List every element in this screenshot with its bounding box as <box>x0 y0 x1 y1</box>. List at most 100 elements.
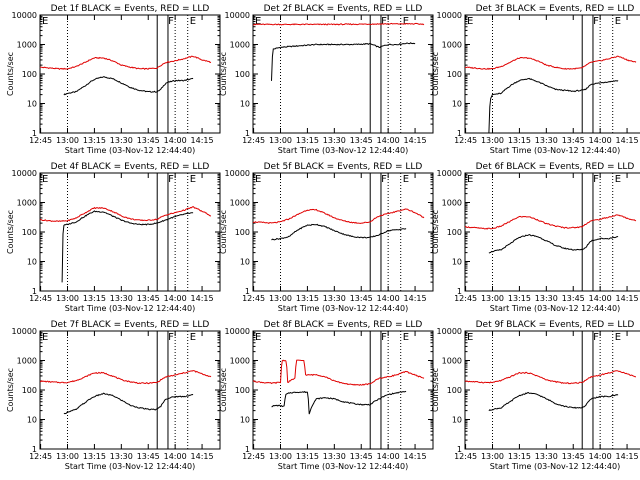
plot-frame <box>39 330 221 450</box>
chart-panel-3: Det 3f BLACK = Events, RED = LLD 1 10 100 10… <box>431 4 640 155</box>
x-tick-label: 13:15 <box>296 136 319 145</box>
y-tick-label: 10 <box>240 258 250 267</box>
event-marker-label: F <box>381 174 387 185</box>
x-tick-label: 13:30 <box>535 294 558 303</box>
y-tick-label: 10000 <box>225 169 250 178</box>
x-tick-label: 14:00 <box>589 452 612 461</box>
event-marker-label: E <box>615 16 621 27</box>
y-tick-label: 10 <box>452 416 462 425</box>
x-tick-label: 13:30 <box>323 136 346 145</box>
event-marker-label: E <box>190 174 196 185</box>
y-axis-label: Counts/sec <box>219 210 228 254</box>
x-tick-label: 12:45 <box>454 294 477 303</box>
y-tick-label: 100 <box>235 386 250 395</box>
y-axis-label: Counts/sec <box>6 210 15 254</box>
series-line-lld <box>252 208 425 225</box>
y-tick-label: 10000 <box>437 169 462 178</box>
plot-frame <box>39 172 221 292</box>
series-line-lld <box>464 370 636 385</box>
x-tick-label: 14:00 <box>377 136 400 145</box>
x-tick-label: 13:15 <box>296 294 319 303</box>
event-marker-label: E <box>42 332 48 343</box>
panel-title: Det 3f BLACK = Events, RED = LLD <box>476 4 635 14</box>
x-axis-label: Start Time (03-Nov-12 12:44:40) <box>278 304 408 313</box>
x-tick-label: 13:45 <box>137 294 160 303</box>
x-tick-label: 12:45 <box>454 452 477 461</box>
y-tick-label: 10 <box>452 100 462 109</box>
chart-panel-4: Det 4f BLACK = Events, RED = LLD 1 10 100 10… <box>6 162 221 313</box>
y-tick-label: 100 <box>22 386 37 395</box>
event-marker-label: F <box>168 174 174 185</box>
y-tick-label: 10000 <box>437 11 462 20</box>
event-marker-label: E <box>403 332 409 343</box>
y-tick-label: 100 <box>447 228 462 237</box>
x-tick-label: 13:00 <box>56 294 79 303</box>
y-axis-label: Counts/sec <box>431 52 440 96</box>
x-tick-label: 12:45 <box>242 294 265 303</box>
series-line-lld <box>39 55 212 71</box>
x-tick-label: 12:45 <box>29 294 52 303</box>
x-tick-label: 13:45 <box>562 452 585 461</box>
x-tick-label: 13:00 <box>56 136 79 145</box>
y-axis-label: Counts/sec <box>219 52 228 96</box>
event-marker-label: E <box>255 332 261 343</box>
y-tick-label: 10000 <box>12 169 37 178</box>
x-tick-label: 13:15 <box>508 294 531 303</box>
series-line-lld <box>252 22 425 26</box>
series-line-events <box>271 42 416 81</box>
x-axis-label: Start Time (03-Nov-12 12:44:40) <box>65 304 195 313</box>
panel-title: Det 1f BLACK = Events, RED = LLD <box>51 4 210 14</box>
series-line-events <box>61 210 194 283</box>
panel-title: Det 7f BLACK = Events, RED = LLD <box>51 320 210 330</box>
x-tick-label: 13:00 <box>481 294 504 303</box>
panel-title: Det 4f BLACK = Events, RED = LLD <box>51 162 210 172</box>
y-tick-label: 10000 <box>437 327 462 336</box>
y-tick-label: 1000 <box>230 357 250 366</box>
x-tick-label: 14:00 <box>589 294 612 303</box>
x-tick-label: 14:15 <box>191 452 214 461</box>
y-tick-label: 1000 <box>230 199 250 208</box>
series-line-events <box>63 392 194 415</box>
y-tick-label: 10 <box>27 416 37 425</box>
x-tick-label: 14:15 <box>404 294 427 303</box>
series-line-events <box>488 77 619 134</box>
panel-title: Det 8f BLACK = Events, RED = LLD <box>264 320 423 330</box>
x-tick-label: 13:15 <box>83 136 106 145</box>
x-tick-label: 13:30 <box>535 452 558 461</box>
y-tick-label: 10 <box>240 416 250 425</box>
event-marker-label: E <box>467 174 473 185</box>
y-tick-label: 1 <box>457 129 462 138</box>
chart-panel-1: Det 1f BLACK = Events, RED = LLD 1 10 100 10… <box>6 4 221 155</box>
event-marker-label: F <box>168 16 174 27</box>
y-axis-label: Counts/sec <box>431 368 440 412</box>
x-tick-label: 13:00 <box>481 136 504 145</box>
y-axis-label: Counts/sec <box>6 52 15 96</box>
y-tick-label: 1 <box>245 445 250 454</box>
event-marker-label: E <box>255 16 261 27</box>
event-marker-label: E <box>42 174 48 185</box>
chart-panel-6: Det 6f BLACK = Events, RED = LLD 1 10 100 10… <box>431 162 640 313</box>
x-axis-label: Start Time (03-Nov-12 12:44:40) <box>278 146 408 155</box>
y-axis-label: Counts/sec <box>6 368 15 412</box>
x-tick-label: 13:45 <box>137 452 160 461</box>
y-tick-label: 10 <box>27 100 37 109</box>
y-tick-label: 1000 <box>17 41 37 50</box>
y-tick-label: 100 <box>235 228 250 237</box>
event-marker-label: E <box>615 332 621 343</box>
y-tick-label: 100 <box>447 70 462 79</box>
x-tick-label: 13:45 <box>562 136 585 145</box>
event-marker-label: F <box>593 332 599 343</box>
x-tick-label: 14:15 <box>404 452 427 461</box>
series-line-events <box>271 390 407 415</box>
y-tick-label: 100 <box>22 228 37 237</box>
y-tick-label: 1 <box>32 129 37 138</box>
y-tick-label: 10 <box>240 100 250 109</box>
event-marker-label: E <box>403 16 409 27</box>
plot-frame <box>252 330 434 450</box>
y-tick-label: 1 <box>32 287 37 296</box>
series-line-events <box>271 223 407 241</box>
x-tick-label: 13:00 <box>56 452 79 461</box>
x-tick-label: 14:15 <box>616 452 639 461</box>
event-marker-label: F <box>381 332 387 343</box>
